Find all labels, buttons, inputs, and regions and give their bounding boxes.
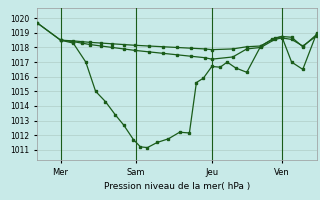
X-axis label: Pression niveau de la mer( hPa ): Pression niveau de la mer( hPa )	[104, 182, 250, 191]
